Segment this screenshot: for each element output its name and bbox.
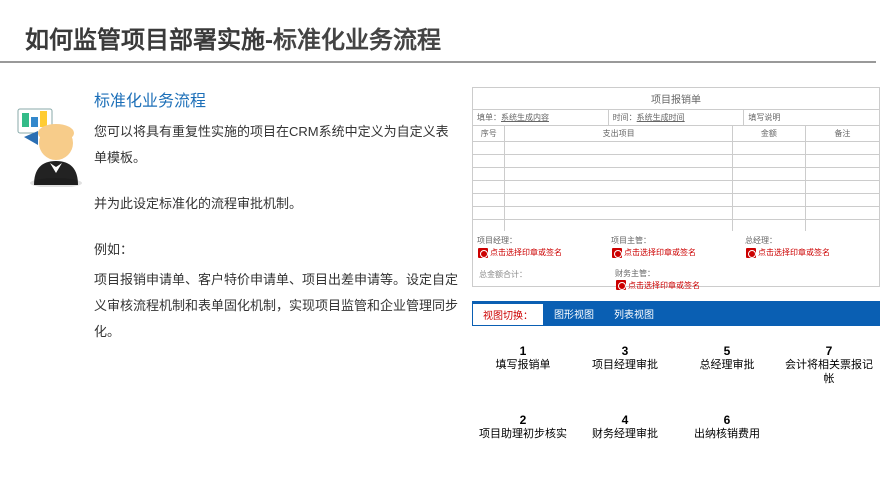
step-num: 6 <box>678 413 776 427</box>
step-label: 财务经理审批 <box>576 427 674 441</box>
paragraph-2: 并为此设定标准化的流程审批机制。 <box>94 191 460 217</box>
stamp-button-3[interactable]: 点击选择印章或签名 <box>615 279 701 292</box>
paragraph-3-head: 例如： <box>94 237 460 263</box>
stamp-button-0[interactable]: 点击选择印章或签名 <box>477 246 563 259</box>
stamp-text: 点击选择印章或签名 <box>490 247 562 258</box>
form-table: 序号 支出项目 金额 备注 <box>473 126 879 231</box>
form-foot: 总金额合计： <box>475 267 613 294</box>
title-part-a: 如何监管项目部署实施- <box>25 27 273 54</box>
flow-step: 3项目经理审批 <box>574 338 676 407</box>
persona-icon <box>16 107 86 192</box>
view-switch: 视图切换： 图形视图 列表视图 <box>472 303 880 326</box>
meta1-val: 系统生成内容 <box>501 113 549 122</box>
stamp-label-0: 项目经理： <box>477 236 517 245</box>
meta3-label: 填写说明 <box>748 113 780 122</box>
stamp-text: 点击选择印章或签名 <box>758 247 830 258</box>
title-part-b: 标准化业务流程 <box>273 27 441 54</box>
step-label: 项目助理初步核实 <box>474 427 572 441</box>
flow-step: 2项目助理初步核实 <box>472 407 574 461</box>
form-title: 项目报销单 <box>473 88 879 110</box>
view-switch-label: 视图切换： <box>472 303 544 326</box>
stamp-label-1: 项目主管： <box>611 236 651 245</box>
step-num: 2 <box>474 413 572 427</box>
flow-step: 1填写报销单 <box>472 338 574 407</box>
step-num: 4 <box>576 413 674 427</box>
paragraph-3: 项目报销申请单、客户特价申请单、项目出差申请等。设定自定义审核流程机制和表单固化… <box>94 267 460 345</box>
step-label: 总经理审批 <box>678 358 776 372</box>
view-list-tab[interactable]: 列表视图 <box>604 303 664 326</box>
stamp-text: 点击选择印章或签名 <box>628 280 700 291</box>
col-0: 序号 <box>473 126 504 142</box>
flow-step: 6出纳核销费用 <box>676 407 778 461</box>
flow-step: 7会计将相关票报记帐 <box>778 338 880 407</box>
col-1: 支出项目 <box>505 126 731 142</box>
stamp-icon <box>478 248 488 258</box>
meta2-label: 时间： <box>613 113 637 122</box>
col-2: 金额 <box>733 126 805 142</box>
stamp-icon <box>616 280 626 290</box>
form-meta-row: 填单：系统生成内容 时间：系统生成时间 填写说明 <box>473 110 879 126</box>
step-label: 项目经理审批 <box>576 358 674 372</box>
flow-step: 4财务经理审批 <box>574 407 676 461</box>
step-num: 3 <box>576 344 674 358</box>
stamp-icon <box>746 248 756 258</box>
col-3: 备注 <box>806 126 879 142</box>
step-num: 1 <box>474 344 572 358</box>
meta2-val: 系统生成时间 <box>637 113 685 122</box>
step-label: 填写报销单 <box>474 358 572 372</box>
stamp-icon <box>612 248 622 258</box>
page-title: 如何监管项目部署实施-标准化业务流程 <box>0 0 876 63</box>
stamp-row-1: 项目经理： 点击选择印章或签名 项目主管： 点击选择印章或签名 总经理： 点击选择印章… <box>473 231 879 264</box>
stamp-text: 点击选择印章或签名 <box>624 247 696 258</box>
step-label: 会计将相关票报记帐 <box>780 358 878 387</box>
flow-step: 5总经理审批 <box>676 338 778 407</box>
meta1-label: 填单： <box>477 113 501 122</box>
stamp-label-3: 财务主管： <box>615 269 655 278</box>
form-preview: 项目报销单 填单：系统生成内容 时间：系统生成时间 填写说明 序号 支出项目 金… <box>472 87 880 287</box>
section-subtitle: 标准化业务流程 <box>94 87 460 111</box>
stamp-button-1[interactable]: 点击选择印章或签名 <box>611 246 697 259</box>
step-num: 7 <box>780 344 878 358</box>
stamp-button-2[interactable]: 点击选择印章或签名 <box>745 246 831 259</box>
stamp-row-2: 总金额合计： 财务主管： 点击选择印章或签名 <box>473 264 879 297</box>
view-graph-tab[interactable]: 图形视图 <box>544 303 604 326</box>
step-label: 出纳核销费用 <box>678 427 776 441</box>
paragraph-1: 您可以将具有重复性实施的项目在CRM系统中定义为自定义表单模板。 <box>94 119 460 171</box>
stamp-label-2: 总经理： <box>745 236 777 245</box>
step-num: 5 <box>678 344 776 358</box>
flow-steps: 1填写报销单 3项目经理审批 5总经理审批 7会计将相关票报记帐 2项目助理初步… <box>472 326 880 461</box>
